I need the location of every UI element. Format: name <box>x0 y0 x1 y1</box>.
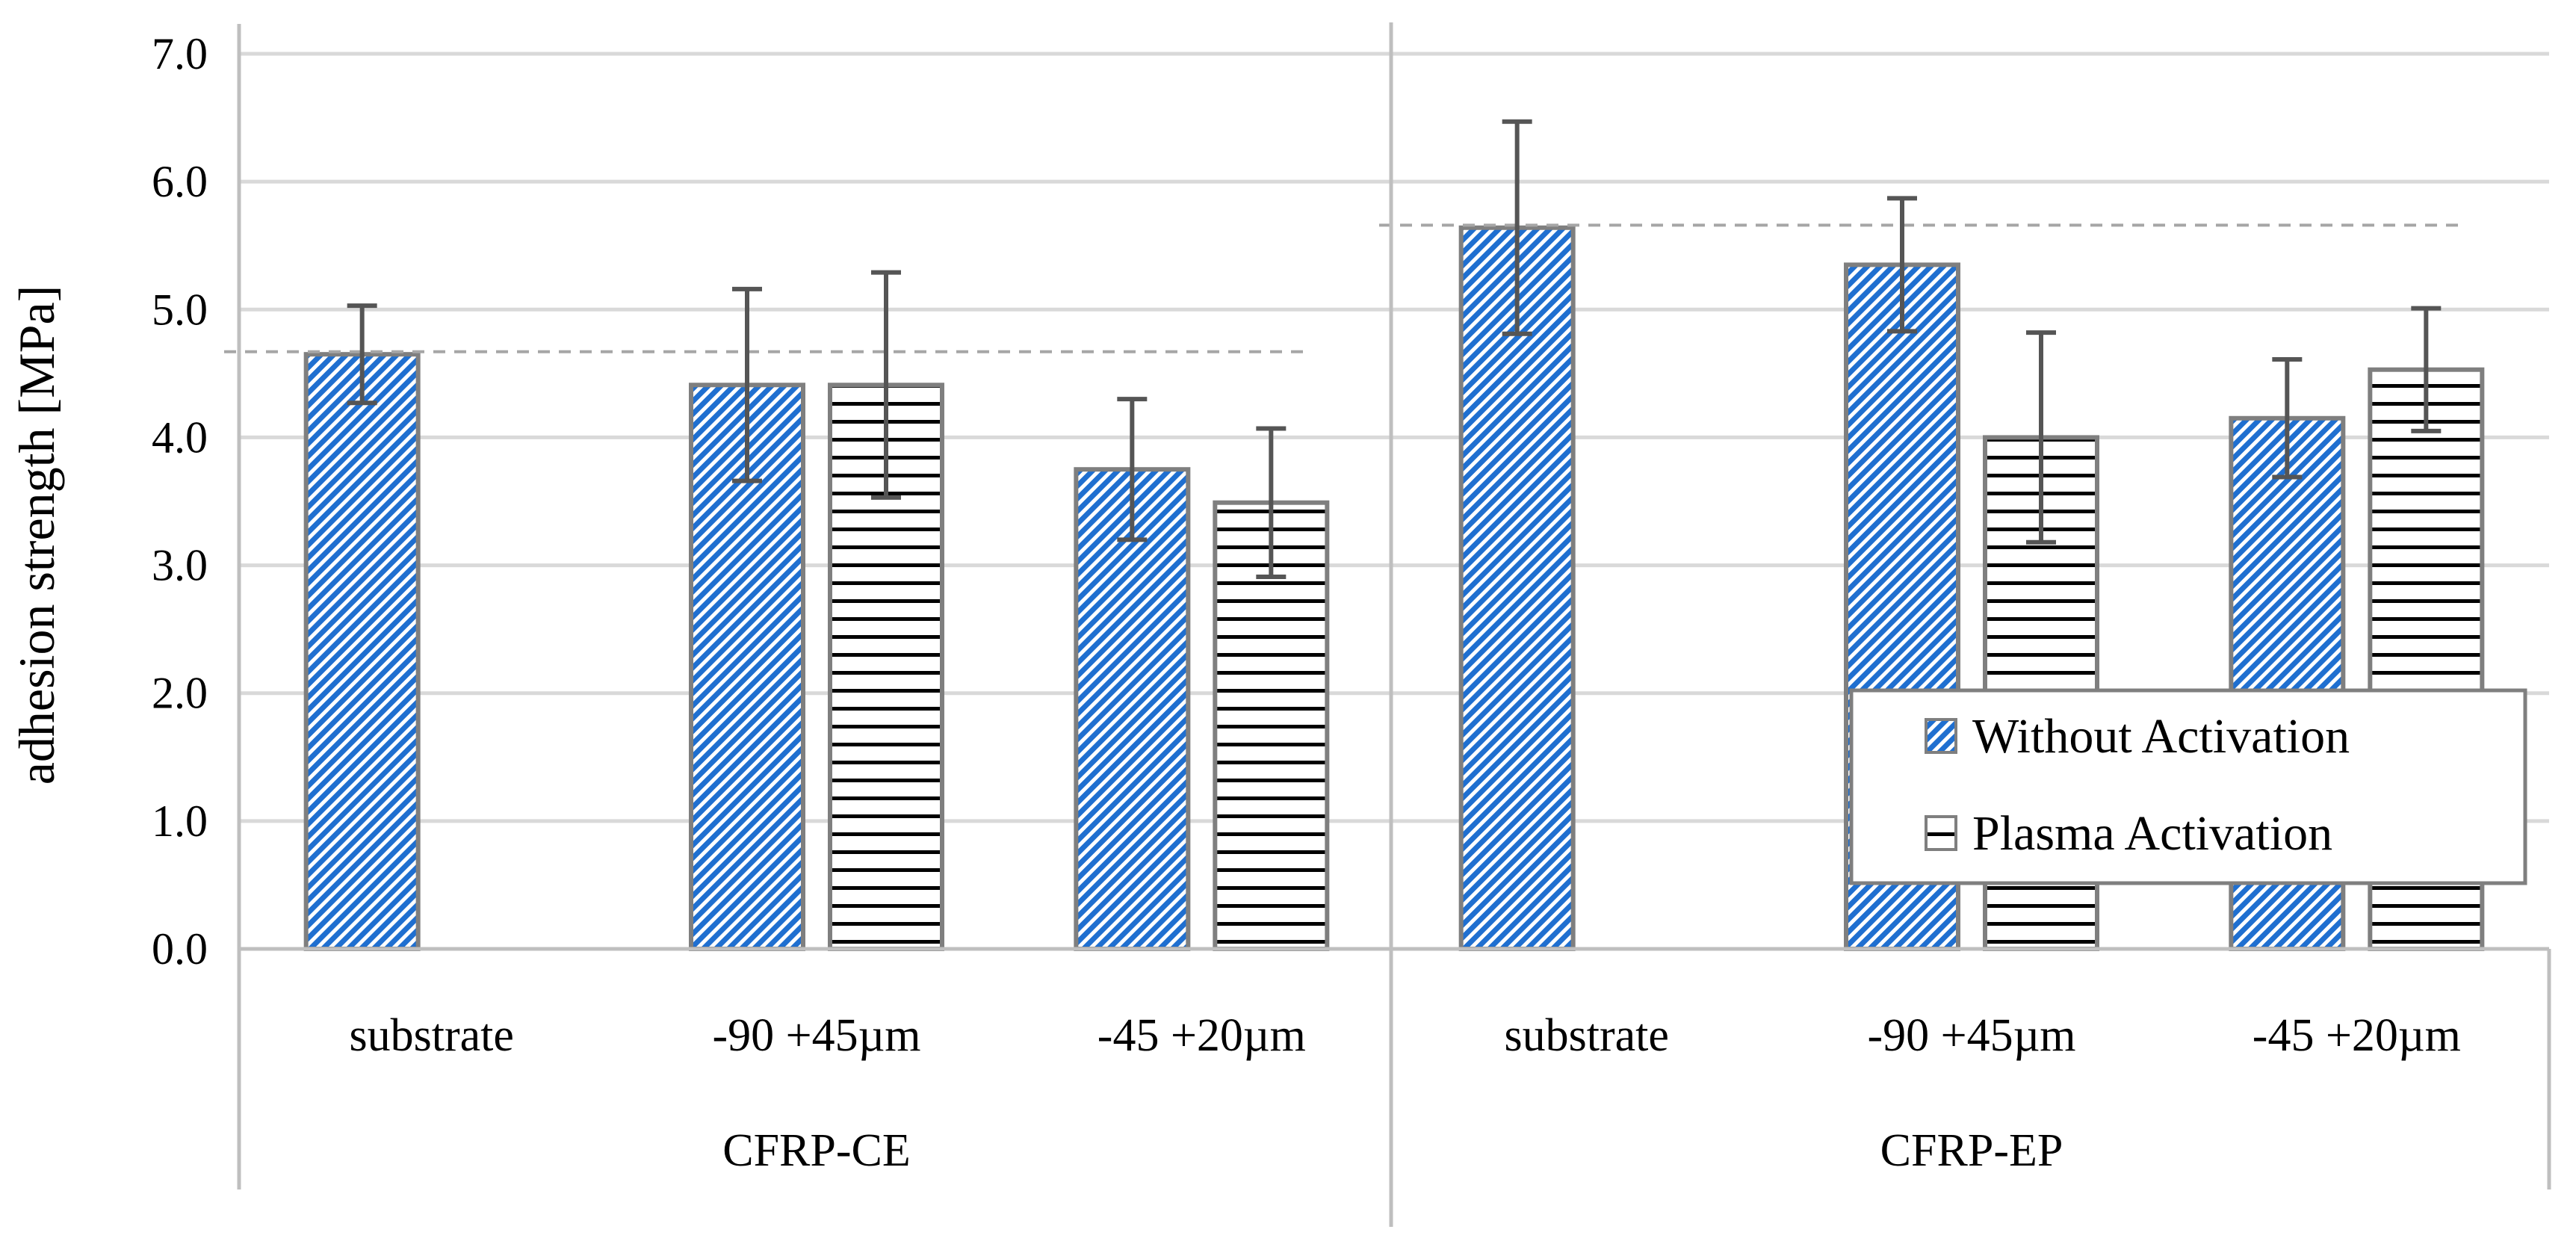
category-label: -45 +20µm <box>1097 1010 1306 1061</box>
y-tick-label: 6.0 <box>152 157 208 206</box>
reference-lines <box>224 223 2459 353</box>
bar-without-activation <box>1074 467 1191 951</box>
category-label: -90 +45µm <box>712 1010 920 1061</box>
category-label: -90 +45µm <box>1867 1010 2075 1061</box>
gridlines <box>239 52 2549 951</box>
y-axis-label: adhesion strength [MPa] <box>8 285 65 785</box>
y-tick-label: 7.0 <box>152 29 208 78</box>
legend-label: Without Activation <box>1972 709 2350 764</box>
legend: Without Activation Plasma Activation <box>1849 688 2527 885</box>
category-label: substrate <box>1504 1010 1668 1061</box>
y-tick-label: 2.0 <box>152 669 208 718</box>
legend-swatch-plasma-activation <box>1925 815 1957 851</box>
y-tick-label: 5.0 <box>152 285 208 334</box>
legend-label: Plasma Activation <box>1972 806 2332 861</box>
y-tick-label: 1.0 <box>152 796 208 846</box>
error-bars <box>347 119 2442 579</box>
y-tick-label: 4.0 <box>152 412 208 462</box>
bar-without-activation <box>303 352 421 951</box>
y-tick-label: 3.0 <box>152 541 208 590</box>
category-label: -45 +20µm <box>2253 1010 2461 1061</box>
group-label: CFRP-EP <box>1880 1125 2063 1176</box>
legend-box <box>1849 688 2527 885</box>
category-label: substrate <box>349 1010 513 1061</box>
y-tick-label: 0.0 <box>152 924 208 974</box>
legend-swatch-without-activation <box>1925 718 1957 754</box>
group-label: CFRP-CE <box>722 1125 911 1176</box>
category-axis: substrate -90 +45µm -45 +20µm CFRP-CE substr… <box>237 22 2551 1227</box>
y-axis-ticks: 0.0 1.0 2.0 3.0 4.0 5.0 6.0 7.0 <box>152 29 208 974</box>
